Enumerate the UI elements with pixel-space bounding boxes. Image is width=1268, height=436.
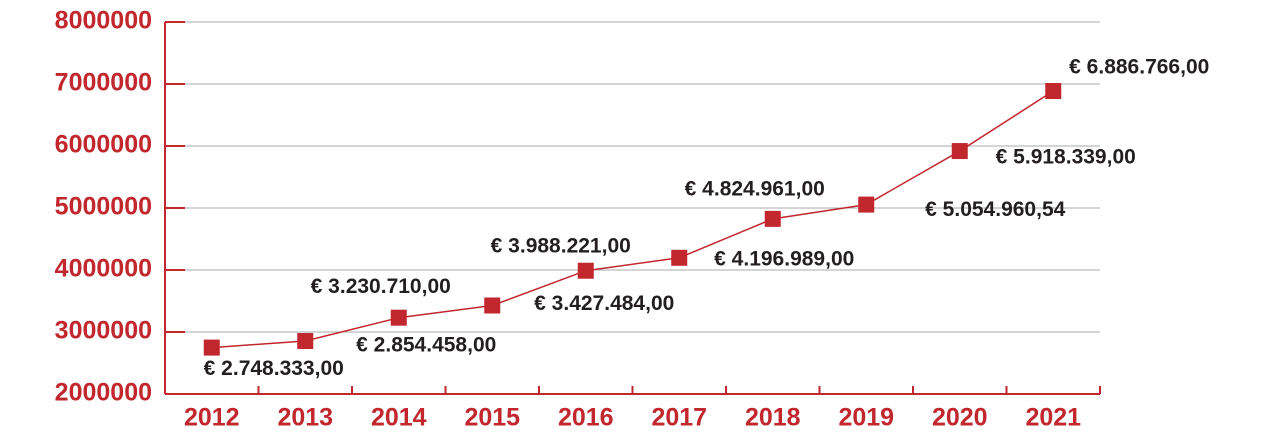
value-label: € 4.824.961,00 xyxy=(685,177,825,200)
x-tick-label: 2020 xyxy=(932,404,988,432)
value-label: € 2.854.458,00 xyxy=(356,334,496,357)
marker xyxy=(1045,83,1062,100)
x-tick-label: 2018 xyxy=(745,404,801,432)
value-label: € 3.230.710,00 xyxy=(311,275,451,298)
y-tick-label: 6000000 xyxy=(55,131,152,159)
line xyxy=(211,90,1054,349)
marker xyxy=(858,196,875,213)
x-tick-label: 2013 xyxy=(277,404,333,432)
marker xyxy=(484,297,501,314)
y-tick-label: 2000000 xyxy=(55,379,152,407)
y-tick-label: 7000000 xyxy=(55,69,152,97)
value-label: € 2.748.333,00 xyxy=(204,357,344,380)
marker xyxy=(390,309,407,326)
x-tick-label: 2019 xyxy=(838,404,894,432)
marker xyxy=(203,339,220,356)
marker xyxy=(671,249,688,266)
y-tick-label: 4000000 xyxy=(55,255,152,283)
x-tick-label: 2015 xyxy=(464,404,520,432)
marker xyxy=(577,262,594,279)
value-label: € 6.886.766,00 xyxy=(1069,56,1209,79)
marker xyxy=(764,210,781,227)
x-tick-label: 2016 xyxy=(558,404,614,432)
y-tick-label: 8000000 xyxy=(55,7,152,35)
value-label: € 5.918.339,00 xyxy=(996,146,1136,169)
x-tick-label: 2014 xyxy=(371,404,427,432)
x-tick-label: 2012 xyxy=(184,404,240,432)
x-tick-label: 2017 xyxy=(651,404,707,432)
value-label: € 5.054.960,54 xyxy=(925,198,1065,221)
marker xyxy=(951,143,968,160)
x-tick-label: 2021 xyxy=(1025,404,1081,432)
value-label: € 3.988.221,00 xyxy=(491,234,631,257)
y-tick-label: 3000000 xyxy=(55,317,152,345)
marker xyxy=(297,333,314,350)
value-label: € 3.427.484,00 xyxy=(534,292,674,315)
value-label: € 4.196.989,00 xyxy=(714,247,854,270)
y-tick-label: 5000000 xyxy=(55,193,152,221)
